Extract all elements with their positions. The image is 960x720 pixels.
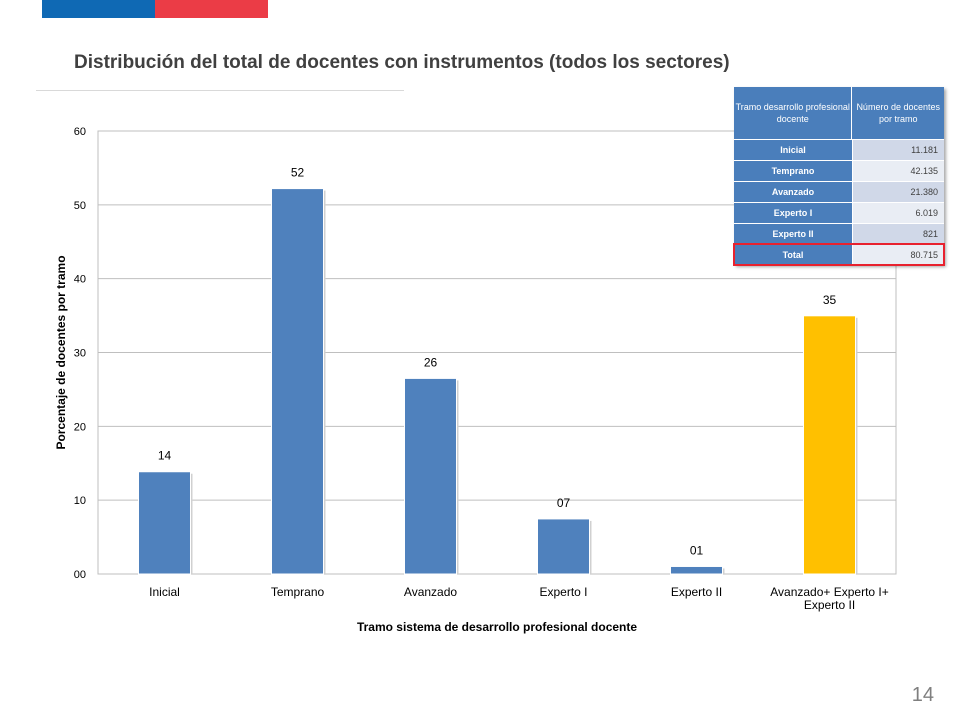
- data-label: 01: [690, 543, 704, 557]
- table-cell-label: Inicial: [734, 140, 852, 160]
- x-tick-label: Avanzado: [404, 585, 457, 599]
- y-tick-label: 20: [74, 421, 86, 433]
- data-label: 52: [291, 166, 305, 180]
- table-cell-label: Avanzado: [734, 182, 852, 202]
- y-axis-title: Porcentaje de docentes por tramo: [54, 255, 68, 449]
- table-row: Avanzado 21.380: [734, 181, 944, 202]
- table-cell-value: 21.380: [852, 182, 944, 202]
- table-row: Inicial 11.181: [734, 139, 944, 160]
- y-tick-label: 40: [74, 274, 86, 286]
- bar: [138, 471, 191, 575]
- flag-blue-stripe: [42, 0, 155, 18]
- y-tick-label: 50: [74, 200, 86, 212]
- table-row-total: Total 80.715: [733, 243, 945, 266]
- x-tick-label: Experto II: [671, 585, 722, 599]
- x-tick-label: Temprano: [271, 585, 325, 599]
- table-header-tramo: Tramo desarrollo profesional docente: [735, 102, 850, 124]
- table-row: Temprano 42.135: [734, 160, 944, 181]
- table-cell-value: 42.135: [852, 161, 944, 181]
- data-label: 26: [424, 355, 438, 369]
- bar: [670, 565, 723, 575]
- data-label: 14: [158, 449, 172, 463]
- slide-title: Distribución del total de docentes con i…: [74, 52, 730, 73]
- x-tick-label: Inicial: [149, 585, 180, 599]
- y-tick-label: 00: [74, 569, 86, 581]
- bar: [537, 518, 590, 575]
- x-tick-label: Experto I: [539, 585, 587, 599]
- table-cell-value: 11.181: [852, 140, 944, 160]
- y-tick-label: 30: [74, 348, 86, 360]
- x-tick-label: Avanzado+ Experto I+: [770, 585, 889, 599]
- bar: [271, 188, 324, 575]
- y-tick-label: 10: [74, 495, 86, 507]
- table-cell-value: 821: [852, 224, 944, 244]
- title-divider: [36, 90, 404, 91]
- table-cell-label: Total: [734, 245, 852, 265]
- data-label: 07: [557, 496, 571, 510]
- table-cell-label: Experto I: [734, 203, 852, 223]
- table-header: Tramo desarrollo profesional docente Núm…: [734, 87, 944, 139]
- data-label: 35: [823, 293, 837, 307]
- table-row: Experto II 821: [734, 223, 944, 244]
- table-header-numero: Número de docentes por tramo: [851, 87, 944, 139]
- bar: [803, 315, 856, 575]
- table-row: Experto I 6.019: [734, 202, 944, 223]
- table-cell-label: Temprano: [734, 161, 852, 181]
- x-axis-title: Tramo sistema de desarrollo profesional …: [357, 620, 637, 634]
- x-tick-label: Experto II: [804, 598, 855, 612]
- flag-red-stripe: [155, 0, 268, 18]
- bar: [404, 377, 457, 575]
- table-cell-value: 80.715: [852, 245, 944, 265]
- table-cell-value: 6.019: [852, 203, 944, 223]
- table-cell-label: Experto II: [734, 224, 852, 244]
- docentes-table: Tramo desarrollo profesional docente Núm…: [733, 87, 945, 266]
- y-tick-label: 60: [74, 126, 86, 138]
- page-number: 14: [911, 684, 934, 706]
